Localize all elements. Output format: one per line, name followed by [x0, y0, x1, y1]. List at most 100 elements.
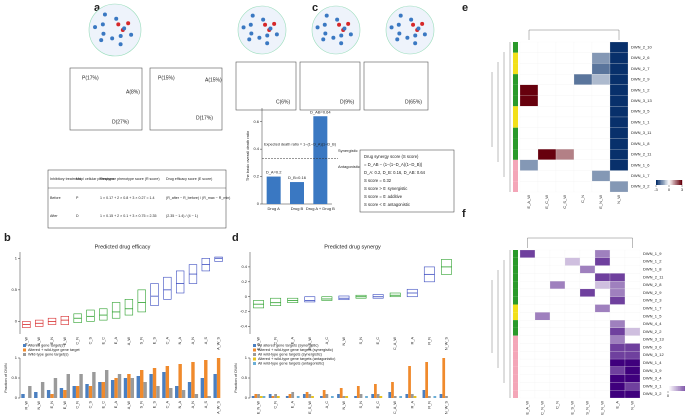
- bar: [356, 386, 360, 398]
- row-label: DWN_2_11: [643, 274, 664, 279]
- heatmap-cell: [594, 335, 611, 344]
- heatmap-cell: [624, 288, 641, 297]
- heatmap-cell: [519, 304, 536, 313]
- y-tick-label: 1: [245, 355, 248, 360]
- bar: [354, 396, 357, 398]
- row-group: [513, 138, 518, 150]
- heatmap-cell: [519, 159, 539, 171]
- bar: [110, 380, 115, 398]
- heatmap-cell: [573, 127, 593, 139]
- bar: [408, 366, 411, 398]
- network-node: [265, 33, 270, 38]
- heatmap-cell: [609, 149, 629, 160]
- heatmap-cell: [594, 312, 611, 321]
- x-tick-label: E_N: [50, 401, 54, 409]
- heatmap-cell: [549, 257, 566, 266]
- heatmap-cell: [549, 366, 566, 375]
- column-label: E_A_W: [525, 401, 530, 415]
- heatmap-cell: [519, 41, 539, 53]
- bar: [136, 376, 141, 398]
- network-node: [116, 22, 121, 27]
- network-node: [413, 41, 418, 46]
- heatmap-cell: [534, 343, 551, 352]
- heatmap-cell: [609, 74, 629, 85]
- heatmap-cell: [609, 296, 626, 305]
- x-tick-label: N_W_S: [444, 401, 448, 415]
- heatmap-cell: [519, 106, 539, 118]
- heatmap-cell: [624, 281, 641, 290]
- heatmap-cell: [519, 366, 536, 375]
- heatmap-cell: [609, 127, 629, 139]
- heatmap-cell: [573, 170, 593, 182]
- row-group: [513, 250, 518, 258]
- legend-swatch: [23, 344, 26, 347]
- bar: [63, 390, 67, 398]
- colorbar-step: [682, 386, 684, 391]
- bar: [288, 394, 292, 398]
- x-tick-label: S_N: [359, 337, 363, 345]
- heatmap-cell: [549, 296, 566, 305]
- network-node: [102, 12, 107, 17]
- heatmap-cell: [624, 374, 641, 383]
- heatmap-cell: [624, 327, 641, 336]
- bar: [276, 396, 280, 398]
- heatmap-cell: [564, 304, 581, 313]
- network-node: [110, 36, 115, 41]
- heatmap-cell: [609, 106, 629, 118]
- heatmap-cell: [591, 138, 611, 150]
- network-outline: [88, 3, 142, 57]
- heatmap-cell: [537, 63, 557, 75]
- network-node: [409, 17, 414, 22]
- x-tick-label: E_S: [153, 337, 157, 345]
- row-group: [513, 42, 518, 53]
- row-group: [513, 288, 518, 297]
- bar: [322, 390, 326, 398]
- heatmap-cell: [537, 159, 557, 171]
- heatmap-cell: [594, 374, 611, 383]
- colorbar-step: [679, 180, 681, 185]
- colorbar-step: [668, 386, 670, 391]
- legend-label: Altered + wild-type gene targets (antago…: [258, 357, 336, 361]
- colorbar-step: [667, 180, 670, 185]
- heatmap-cell: [594, 265, 611, 274]
- heatmap-cell: [624, 296, 641, 305]
- heatmap-cell: [537, 74, 557, 85]
- bar: [257, 394, 260, 398]
- row-group: [513, 106, 518, 117]
- heatmap-cell: [549, 382, 566, 391]
- heatmap-cell: [594, 382, 611, 391]
- heatmap-cell: [564, 358, 581, 367]
- colorbar-label: 3: [681, 187, 684, 192]
- bar: [413, 396, 417, 398]
- legend-swatch: [253, 353, 256, 356]
- colorbar-step: [676, 180, 679, 185]
- heatmap-cell: [624, 265, 641, 274]
- heatmap-cell: [594, 273, 611, 282]
- bar: [262, 396, 266, 398]
- bar: [330, 396, 334, 398]
- row-label: DWN_2_11: [631, 152, 652, 157]
- heatmap-cell: [594, 288, 611, 297]
- heatmap-cell: [609, 249, 626, 258]
- bar: [439, 394, 443, 398]
- box: [124, 299, 134, 316]
- heatmap-cell: [594, 351, 611, 360]
- heatmap-cell: [609, 343, 626, 352]
- landscape-box: [69, 67, 143, 131]
- network-node: [101, 31, 106, 36]
- network-node: [411, 22, 416, 27]
- legend-label: All altered gene targets (synergistic): [258, 344, 319, 348]
- heatmap-cell: [573, 74, 593, 85]
- heatmap-cell: [555, 127, 575, 139]
- column-label: N_W: [630, 401, 635, 410]
- bar: [342, 396, 346, 398]
- heatmap-cell: [609, 116, 629, 128]
- row-label: DWN_3_6: [643, 344, 662, 349]
- heatmap-cell: [537, 95, 557, 107]
- value-label: D_B=0.16: [288, 175, 307, 180]
- bar: [405, 394, 409, 398]
- x-tick-label: E_A: [291, 401, 295, 409]
- heatmap-cell: [591, 52, 611, 64]
- table-cell: P: [76, 196, 79, 200]
